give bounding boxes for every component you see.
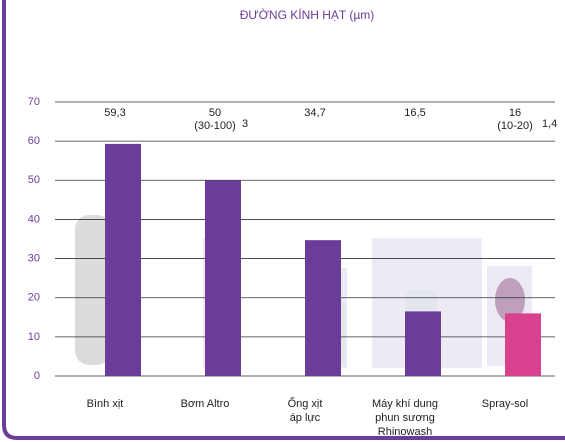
- x-tick-line: áp lực: [290, 412, 321, 424]
- value-label: 50: [209, 107, 221, 119]
- x-tick-line: phun sương: [375, 412, 435, 424]
- chart-title: ĐƯỜNG KÍNH HẠT (µm): [240, 7, 375, 22]
- value-label: 34,7: [304, 107, 325, 119]
- y-tick-label: 70: [28, 96, 40, 108]
- bar: [105, 143, 141, 376]
- bar: [205, 180, 241, 376]
- y-tick-label: 0: [34, 370, 40, 382]
- y-tick-label: 20: [28, 292, 40, 304]
- x-tick-line: Bơm Altro: [181, 398, 230, 410]
- y-tick-label: 60: [28, 135, 40, 147]
- spraysol-image: [495, 278, 525, 322]
- x-tick-label: Bình xịt: [87, 398, 124, 410]
- value-ref: 3: [242, 118, 248, 130]
- bar: [405, 311, 441, 376]
- x-tick-line: Bình xịt: [87, 398, 124, 410]
- value-note: (10-20): [497, 120, 532, 132]
- value-label: 16: [509, 107, 521, 119]
- y-tick-label: 30: [28, 252, 40, 264]
- value-label: 59,3: [104, 107, 125, 119]
- x-tick-line: Rhinowash: [378, 426, 432, 438]
- x-tick-label: Máy khí dung phun sương Rhinowash: [372, 398, 438, 438]
- x-tick-label: Bơm Altro: [181, 398, 230, 410]
- bar: [305, 240, 341, 376]
- x-tick-line: Ống xịt: [288, 396, 323, 410]
- x-tick-label: Spray-sol: [482, 398, 528, 410]
- y-tick-label: 40: [28, 213, 40, 225]
- y-tick-label: 10: [28, 331, 40, 343]
- product-images: [75, 215, 532, 368]
- x-tick-line: Spray-sol: [482, 398, 528, 410]
- bottle-image: [75, 215, 111, 365]
- y-tick-label: 50: [28, 174, 40, 186]
- x-tick-line: Máy khí dung: [372, 398, 438, 410]
- x-tick-label: Ống xịt áp lực: [288, 396, 323, 424]
- value-label: 16,5: [404, 107, 425, 119]
- bar: [505, 313, 541, 376]
- value-ref: 1,4: [542, 118, 557, 130]
- value-note: (30-100): [194, 120, 236, 132]
